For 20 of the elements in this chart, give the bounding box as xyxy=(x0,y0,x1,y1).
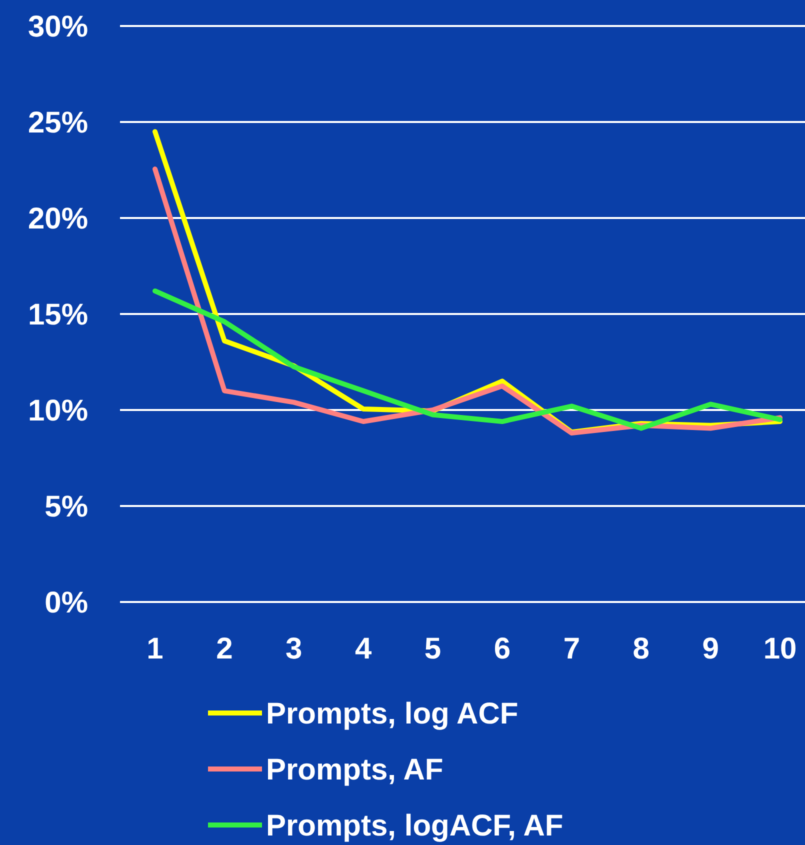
y-tick-label: 25% xyxy=(28,106,88,140)
y-tick-label: 0% xyxy=(44,586,88,620)
x-tick-label: 9 xyxy=(702,632,719,666)
legend-label: Prompts, AF xyxy=(266,754,444,786)
x-tick-label: 1 xyxy=(146,632,164,666)
legend-label: Prompts, logACF, AF xyxy=(266,810,564,842)
legend-label: Prompts, log ACF xyxy=(266,698,518,730)
x-tick-label: 2 xyxy=(216,632,233,666)
x-tick-label: 6 xyxy=(494,632,511,666)
y-tick-label: 20% xyxy=(28,202,88,236)
x-tick-label: 4 xyxy=(354,632,372,666)
y-tick-label: 30% xyxy=(28,10,88,44)
y-tick-label: 15% xyxy=(28,298,88,332)
y-tick-label: 5% xyxy=(44,490,88,524)
x-tick-label: 7 xyxy=(563,632,580,666)
y-tick-label: 10% xyxy=(28,394,88,428)
x-tick-label: 5 xyxy=(424,632,442,666)
x-tick-label: 3 xyxy=(286,632,302,666)
x-tick-label: 8 xyxy=(632,632,650,666)
x-tick-label: 10 xyxy=(763,632,797,666)
